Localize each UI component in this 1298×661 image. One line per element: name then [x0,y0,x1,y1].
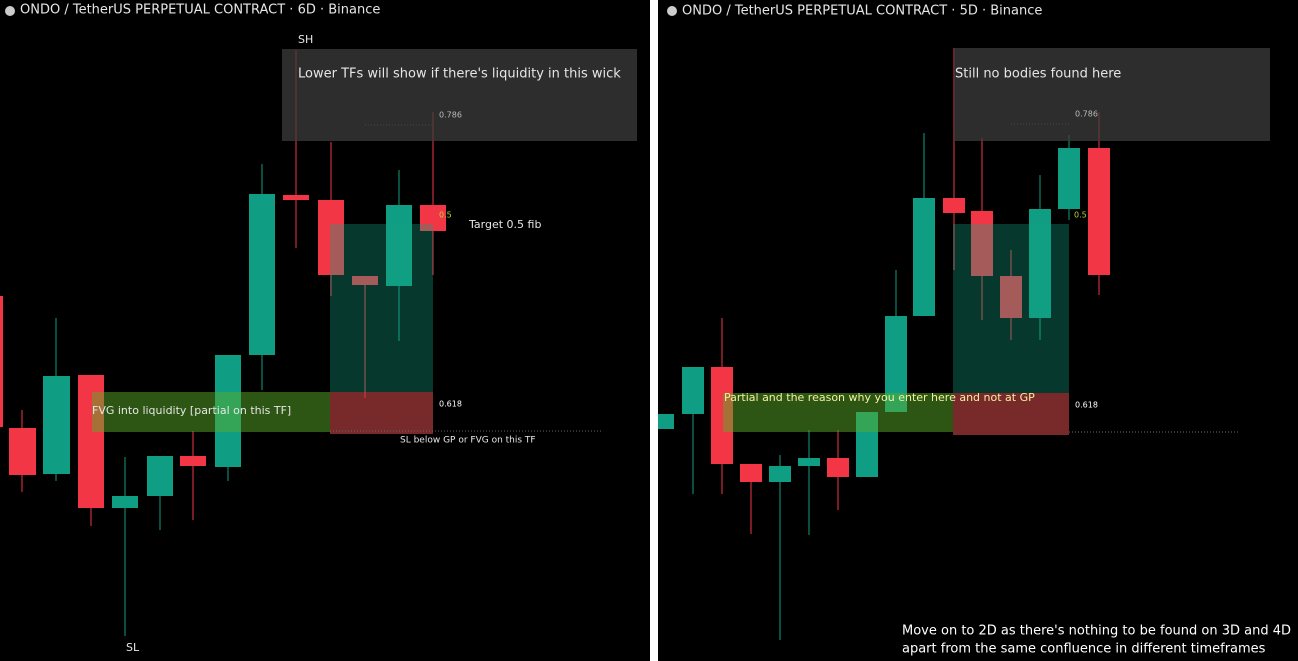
footer-note: apart from the same confluence in differ… [902,642,1266,657]
fvg-label: FVG into liquidity [partial on this TF] [92,404,291,417]
logo [5,6,15,16]
stop-zone [953,393,1069,435]
target-zone [953,224,1069,393]
fib-label: 0.618 [439,400,462,409]
sh-label: SH [298,33,313,46]
header: ONDO / TetherUS PERPETUAL CONTRACT · 6D … [20,3,380,18]
note-box [954,48,1270,141]
header: ONDO / TetherUS PERPETUAL CONTRACT · 5D … [682,4,1042,19]
fib-label: 0.618 [1075,401,1098,410]
note-box [282,49,637,141]
partial-label: Partial and the reason why you enter her… [724,391,1035,404]
fib-label: 0.786 [439,111,462,120]
note: Still no bodies found here [955,67,1121,82]
target-zone [330,224,433,392]
target-label: Target 0.5 fib [468,218,541,231]
fvg-zone [723,393,953,432]
fib-label: 0.5 [439,211,452,220]
logo [667,6,677,16]
stop-zone [330,392,433,434]
right-candles [658,48,1110,640]
fvg-zone [92,392,330,432]
fib-label: 0.786 [1075,110,1098,119]
sl-label: SL [126,641,140,654]
footer-note: Move on to 2D as there's nothing to be f… [902,624,1291,639]
stop-label: SL below GP or FVG on this TF [400,436,536,446]
fib-label: 0.5 [1074,211,1087,220]
left-candles [0,50,446,636]
note: Lower TFs will show if there's liquidity… [298,67,621,82]
